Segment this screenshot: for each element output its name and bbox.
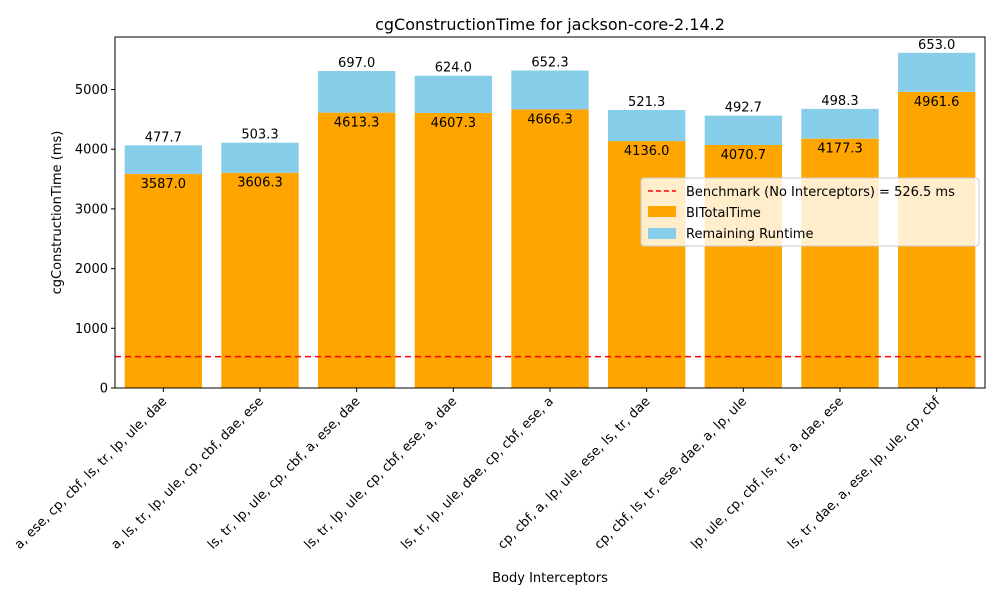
x-tick-label-1: a, ls, tr, lp, ule, cp, cbf, dae, ese [108,394,266,552]
y-tick-label-3: 3000 [75,202,108,217]
value-label-bitotaltime-5: 4136.0 [624,144,670,159]
y-axis-label: cgConstructionTime (ms) [50,131,65,295]
value-labels: 3587.0 477.7 3606.3 503.3 4613.3 697.0 4607.3 6… [141,38,960,192]
bar-bitotaltime-1 [221,172,299,388]
x-tick-label-3: ls, tr, lp, ule, cp, cbf, ese, a, dae [302,394,460,552]
value-label-remaining-runtime-5: 521.3 [628,95,665,110]
bar-remaining-runtime-4 [511,70,589,110]
y-tick-label-4: 4000 [75,143,108,158]
bar-remaining-runtime-0 [124,145,202,174]
legend-remaining-runtime-swatch [648,228,676,239]
legend-bitotaltime-swatch [648,206,676,217]
value-label-bitotaltime-6: 4070.7 [721,148,767,163]
y-tick-label-1: 1000 [75,322,108,337]
x-tick-label-4: ls, tr, lp, ule, dae, cp, cbf, ese, a [398,394,556,552]
bar-bitotaltime-3 [414,112,492,388]
legend: Benchmark (No Interceptors) = 526.5 ms B… [640,177,980,247]
bar-bitotaltime-0 [124,173,202,388]
bar-remaining-runtime-2 [318,71,396,113]
x-tick-label-7: lp, ule, cp, cbf, ls, tr, a, dae, ese [688,394,846,552]
value-label-remaining-runtime-1: 503.3 [241,128,278,143]
y-tick-label-0: 0 [100,382,108,397]
bar-remaining-runtime-6 [704,115,782,146]
x-tick-label-6: cp, cbf, ls, tr, ese, dae, a, lp, ule [592,394,750,552]
legend-frame [640,177,980,247]
y-axis: 0 1000 2000 3000 4000 5000 [75,83,115,397]
value-label-bitotaltime-7: 4177.3 [817,142,863,157]
x-tick-label-2: ls, tr, lp, ule, cp, cbf, a, ese, dae [205,394,363,552]
value-label-bitotaltime-4: 4666.3 [527,112,573,127]
bar-bitotaltime-7 [801,138,879,388]
y-tick-label-5: 5000 [75,83,108,98]
legend-benchmark-label: Benchmark (No Interceptors) = 526.5 ms [686,185,955,200]
x-axis-label: Body Interceptors [492,571,608,586]
x-tick-label-8: ls, tr, dae, a, ese, lp, ule, cp, cbf [785,394,944,553]
value-label-remaining-runtime-4: 652.3 [531,56,568,71]
bar-bitotaltime-2 [318,112,396,389]
value-label-bitotaltime-3: 4607.3 [431,116,477,131]
value-label-remaining-runtime-2: 697.0 [338,56,375,71]
value-label-bitotaltime-2: 4613.3 [334,116,380,131]
x-axis: a, ese, cp, cbf, ls, tr, lp, ule, daea, … [12,388,944,553]
value-label-bitotaltime-1: 3606.3 [237,176,283,191]
value-label-remaining-runtime-0: 477.7 [145,130,182,145]
value-label-remaining-runtime-3: 624.0 [435,61,472,76]
bar-remaining-runtime-5 [608,109,686,142]
value-label-remaining-runtime-7: 498.3 [821,94,858,109]
value-label-remaining-runtime-6: 492.7 [725,101,762,116]
x-tick-label-0: a, ese, cp, cbf, ls, tr, lp, ule, dae [12,394,170,552]
value-label-bitotaltime-8: 4961.6 [914,95,960,110]
value-label-remaining-runtime-8: 653.0 [918,38,955,53]
bar-bitotaltime-4 [511,109,589,388]
y-tick-label-2: 2000 [75,262,108,277]
legend-bitotaltime-label: BITotalTime [686,206,761,221]
legend-remaining-runtime-label: Remaining Runtime [686,227,813,242]
bar-remaining-runtime-3 [414,75,492,113]
bar-remaining-runtime-1 [221,142,299,173]
bar-remaining-runtime-7 [801,108,879,139]
value-label-bitotaltime-0: 3587.0 [141,177,187,192]
x-tick-label-5: cp, cbf, a, lp, ule, ese, ls, tr, dae [495,394,653,552]
bar-remaining-runtime-8 [898,52,976,92]
chart-title: cgConstructionTime for jackson-core-2.14… [375,15,725,34]
